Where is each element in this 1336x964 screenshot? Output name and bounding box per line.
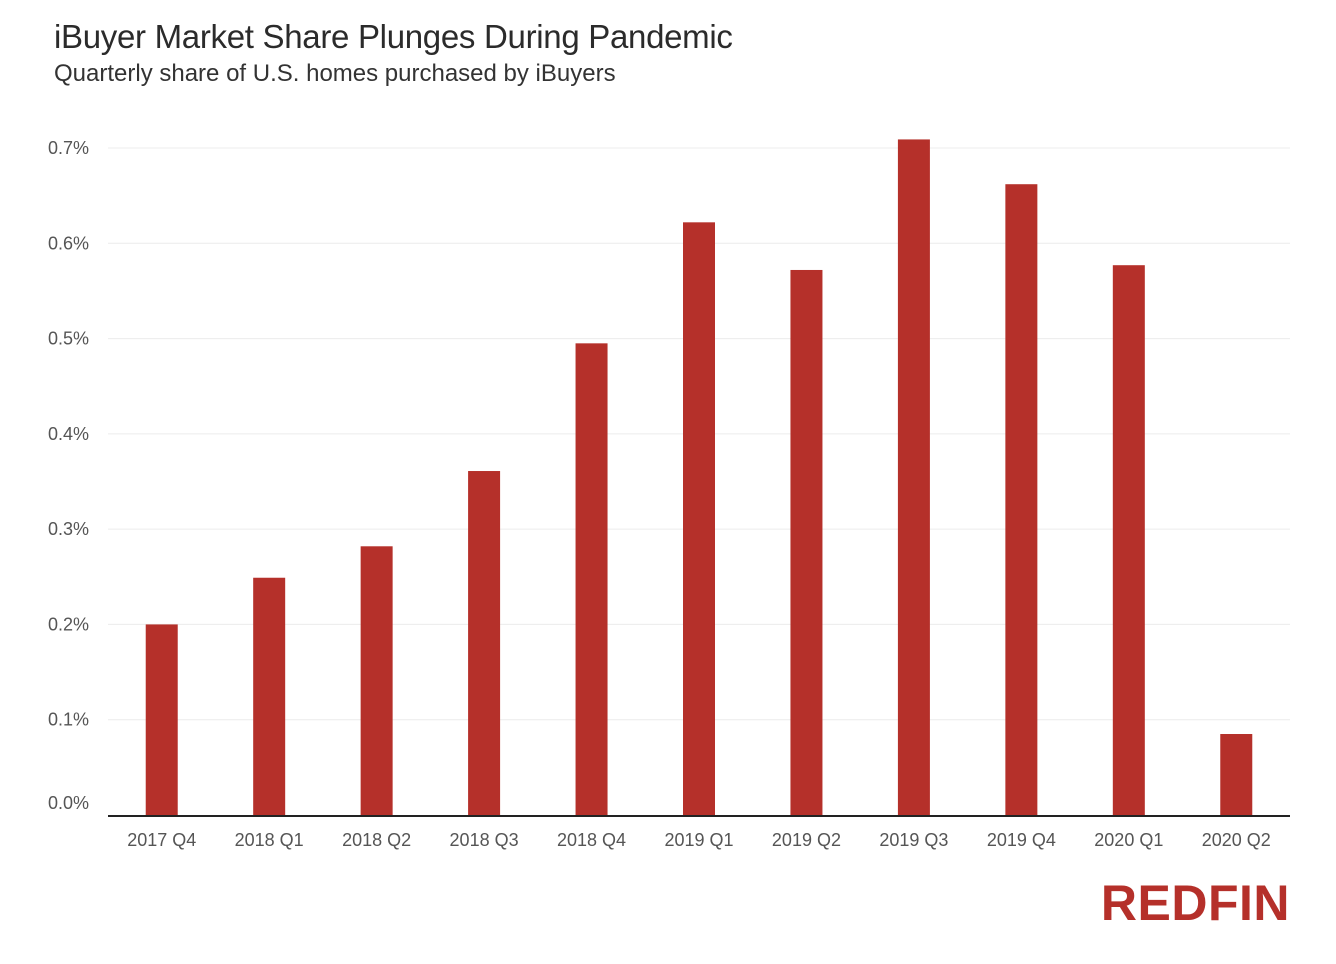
y-tick-label: 0.7% bbox=[48, 138, 89, 158]
x-tick-label: 2018 Q1 bbox=[235, 830, 304, 850]
x-tick-label: 2019 Q3 bbox=[879, 830, 948, 850]
x-tick-label: 2019 Q4 bbox=[987, 830, 1056, 850]
bar bbox=[683, 222, 715, 815]
x-axis-tick-labels: 2017 Q4 2018 Q1 2018 Q2 2018 Q3 2018 Q4 2019 … bbox=[127, 830, 1271, 850]
y-tick-label: 0.4% bbox=[48, 424, 89, 444]
x-tick-label: 2020 Q2 bbox=[1202, 830, 1271, 850]
bar bbox=[575, 343, 608, 815]
y-tick-label: 0.6% bbox=[48, 233, 89, 253]
y-tick-label: 0.0% bbox=[48, 793, 89, 813]
x-tick-label: 2020 Q1 bbox=[1094, 830, 1163, 850]
chart-title: iBuyer Market Share Plunges During Pande… bbox=[54, 18, 733, 55]
x-tick-label: 2019 Q1 bbox=[664, 830, 733, 850]
chart-subtitle: Quarterly share of U.S. homes purchased … bbox=[54, 60, 616, 87]
bar bbox=[360, 546, 393, 815]
x-tick-label: 2018 Q4 bbox=[557, 830, 626, 850]
bar bbox=[1112, 265, 1145, 815]
bars bbox=[145, 139, 1253, 816]
bar bbox=[145, 624, 178, 815]
y-tick-label: 0.1% bbox=[48, 710, 89, 730]
x-tick-label: 2018 Q3 bbox=[450, 830, 519, 850]
y-axis-tick-labels: 0.0% 0.1% 0.2% 0.3% 0.4% 0.5% 0.6% 0.7% bbox=[48, 138, 89, 813]
y-tick-label: 0.5% bbox=[48, 329, 89, 349]
bar bbox=[253, 577, 286, 815]
bar bbox=[1220, 734, 1253, 815]
bar bbox=[1005, 184, 1038, 816]
x-tick-label: 2017 Q4 bbox=[127, 830, 196, 850]
bar bbox=[897, 139, 930, 815]
bar bbox=[790, 269, 823, 816]
y-tick-label: 0.3% bbox=[48, 519, 89, 539]
bar bbox=[468, 471, 501, 815]
x-tick-label: 2019 Q2 bbox=[772, 830, 841, 850]
x-tick-label: 2018 Q2 bbox=[342, 830, 411, 850]
y-tick-label: 0.2% bbox=[48, 614, 89, 634]
redfin-logo: REDFIN bbox=[1100, 875, 1290, 931]
